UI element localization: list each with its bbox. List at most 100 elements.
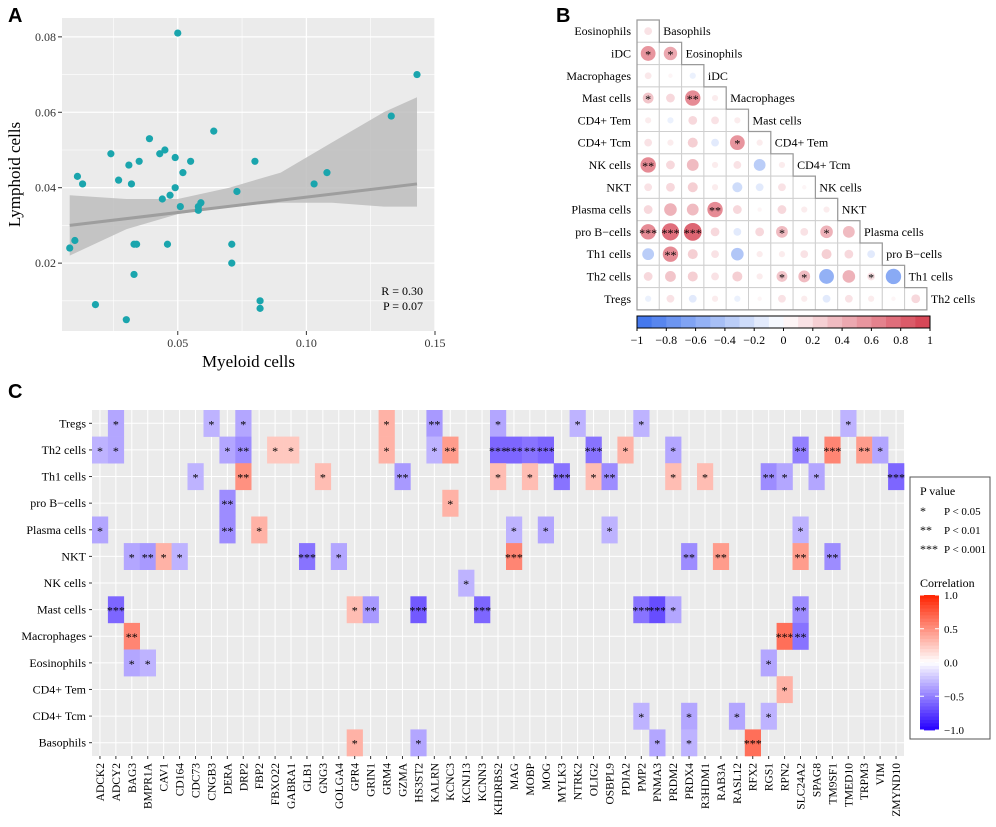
corrplot-circle	[707, 201, 723, 218]
regression-line	[69, 182, 418, 227]
colorbar-segment	[710, 316, 726, 328]
heatmap-cell	[92, 436, 109, 464]
x-tick-label: 0.05	[167, 336, 188, 350]
corrplot-sig: *	[734, 137, 740, 151]
correlation-p: P = 0.07	[383, 299, 423, 313]
heatmap-cell	[840, 410, 857, 437]
heatmap-sig: *	[638, 710, 644, 724]
y-axis-label: Lymphoid cells	[5, 122, 24, 227]
corrplot-circle	[753, 159, 766, 171]
heatmap-sig: **	[795, 604, 807, 618]
legend-scale-label: −0.5	[944, 691, 964, 703]
corrplot-circle	[733, 227, 742, 236]
gene-label: RASL12	[732, 763, 744, 804]
corrplot-row-label: NKT	[606, 180, 631, 194]
colorbar-segment	[666, 316, 682, 328]
gene-label: GRIN1	[366, 763, 378, 797]
gene-label: KCNC3	[445, 763, 457, 801]
y-tick-label: 0.08	[35, 30, 56, 44]
gene-label: CNGB3	[206, 763, 218, 801]
colorbar-tick-label: 0.2	[805, 333, 820, 347]
scatter-point	[176, 202, 184, 211]
heatmap-cell	[649, 596, 666, 624]
heatmap-cell	[760, 649, 777, 677]
gene-label: PDIA2	[620, 763, 632, 796]
scatter-point	[145, 135, 154, 143]
gene-label: SLC24A2	[796, 763, 808, 810]
heatmap-cell	[155, 543, 172, 570]
corrplot-circle	[666, 93, 675, 103]
corrplot-diag-label: Th2 cells	[931, 292, 976, 306]
heatmap-sig: *	[638, 417, 644, 431]
heatmap-sig: ***	[409, 604, 427, 618]
heatmap-cell	[585, 436, 602, 464]
legend-gradient-step	[920, 692, 939, 697]
corrplot-circle	[711, 184, 719, 191]
corrplot-circle	[640, 46, 656, 61]
legend-symbol: *	[920, 504, 926, 518]
gene-label: RGS1	[764, 763, 776, 791]
heatmap-sig: **	[795, 444, 807, 458]
heatmap-sig: ***	[823, 444, 841, 458]
corrplot-circle	[844, 294, 853, 303]
heatmap-sig: ***	[473, 604, 491, 618]
corrplot-row-label: Th1 cells	[587, 247, 632, 261]
heatmap-sig: ***	[744, 737, 762, 751]
legend-gradient-step	[920, 679, 939, 684]
legend-gradient-step	[920, 726, 939, 731]
corrplot-row-label: Tregs	[604, 292, 631, 306]
scatter-point	[323, 169, 331, 177]
y-tick-label: 0.06	[35, 105, 56, 119]
legend-item-text: P < 0.01	[944, 525, 981, 537]
heatmap-sig: *	[97, 444, 103, 458]
corrplot-row-label: Eosinophils	[574, 24, 631, 38]
gene-label: FBP2	[254, 763, 266, 789]
heatmap-sig: ***	[585, 444, 603, 458]
scatter-point	[179, 169, 187, 177]
colorbar-tick-label: 0.6	[864, 333, 879, 347]
corrplot-sig: ***	[684, 226, 702, 240]
heatmap-row-label: Macrophages	[21, 629, 86, 643]
heatmap-sig: *	[543, 524, 549, 538]
colorbar-segment	[754, 316, 770, 328]
corrplot-diag-label: Macrophages	[730, 91, 795, 105]
corrplot-circle	[911, 294, 921, 304]
heatmap-sig: *	[129, 550, 135, 564]
heatmap-sig: *	[97, 524, 103, 538]
corrplot-circle	[778, 161, 786, 169]
corrplot-circle	[885, 268, 902, 285]
corrplot-circle	[668, 73, 673, 78]
corrplot-circle	[642, 248, 655, 261]
heatmap-sig: **	[683, 550, 695, 564]
legend-gradient-step	[920, 649, 939, 653]
legend-gradient-step	[920, 672, 939, 677]
heatmap-cell	[681, 729, 698, 757]
heatmap-gene-labels: ADCK2 ADCY2 BAG3 BMPR1A CAV1 CD164 CDC73 CNGB3 D…	[95, 756, 903, 817]
scatter-point	[171, 184, 179, 192]
heatmap-row-label: CD4+ Tem	[33, 682, 87, 696]
heatmap-cell	[330, 543, 347, 570]
corrplot-circle	[711, 161, 719, 169]
legend-gradient-step	[920, 676, 939, 680]
legend-gradient-step	[920, 719, 939, 724]
corrplot-circle	[778, 251, 786, 258]
gene-label: PMP2	[636, 763, 648, 792]
corrplot-circle	[644, 183, 653, 192]
heatmap-cell	[490, 410, 507, 437]
heatmap-cell	[442, 489, 459, 517]
corrplot-diag-label: NK cells	[819, 180, 862, 194]
heatmap-sig: *	[145, 657, 151, 671]
heatmap-cell	[235, 410, 252, 437]
heatmap-cell	[665, 436, 682, 464]
heatmap-sig: **	[826, 550, 838, 564]
heatmap-cell	[235, 436, 252, 464]
corrplot-circle	[665, 271, 676, 282]
y-tick-label: 0.02	[35, 256, 56, 270]
heatmap-cell	[490, 463, 507, 491]
scatter-panel: 0.05 0.10 0.15 0.02 0.04 0.06 0.08 R = 0.30 P …	[5, 18, 446, 371]
heatmap-sig: *	[845, 417, 851, 431]
heatmap-sig: *	[240, 417, 246, 431]
corrplot-circle	[821, 249, 832, 260]
heatmap-cell	[601, 516, 618, 544]
corrplot-circle	[640, 224, 656, 240]
